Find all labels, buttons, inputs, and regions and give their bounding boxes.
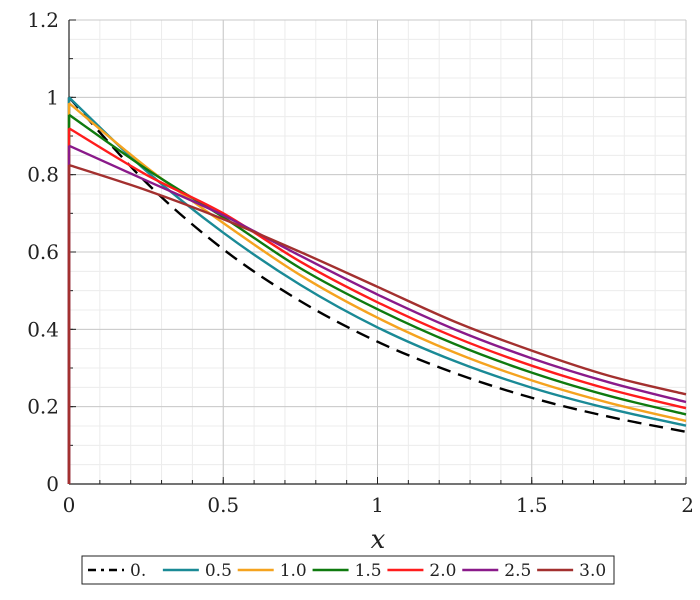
y-tick-label: 1 (46, 85, 59, 109)
y-tick-label: 0.2 (27, 395, 59, 419)
series-line-4 (68, 127, 687, 410)
legend-label: 3.0 (579, 561, 606, 581)
y-tick-label: 0.8 (27, 163, 59, 187)
x-axis-title: x (371, 525, 386, 555)
legend-label: 2.0 (429, 561, 456, 581)
y-tick-label: 0 (46, 472, 59, 496)
series-line-6 (68, 163, 687, 396)
x-tick-label: 0.5 (207, 493, 239, 517)
legend-label: 2.5 (504, 561, 531, 581)
x-tick-label: 0 (63, 493, 76, 517)
y-tick-label: 1.2 (27, 8, 59, 32)
y-tick-label: 0.4 (27, 317, 59, 341)
tick-labels: 0 0.5 1 1.5 2 0 0.2 0.4 0.6 0.8 1 1.2 (27, 8, 694, 517)
legend-label: 0.5 (205, 561, 232, 581)
series-lines (67, 96, 687, 484)
legend-label: 0. (130, 561, 146, 581)
x-tick-label: 1.5 (516, 493, 548, 517)
x-tick-label: 1 (371, 493, 384, 517)
legend: 0. 0.5 1.0 1.5 2.0 2.5 3.0 (81, 555, 615, 585)
legend-label: 1.0 (280, 561, 307, 581)
series-line-5 (68, 144, 687, 404)
legend-label: 1.5 (355, 561, 382, 581)
x-tick-label: 2 (681, 493, 694, 517)
y-tick-label: 0.6 (27, 240, 59, 264)
series-line-3 (68, 113, 687, 416)
